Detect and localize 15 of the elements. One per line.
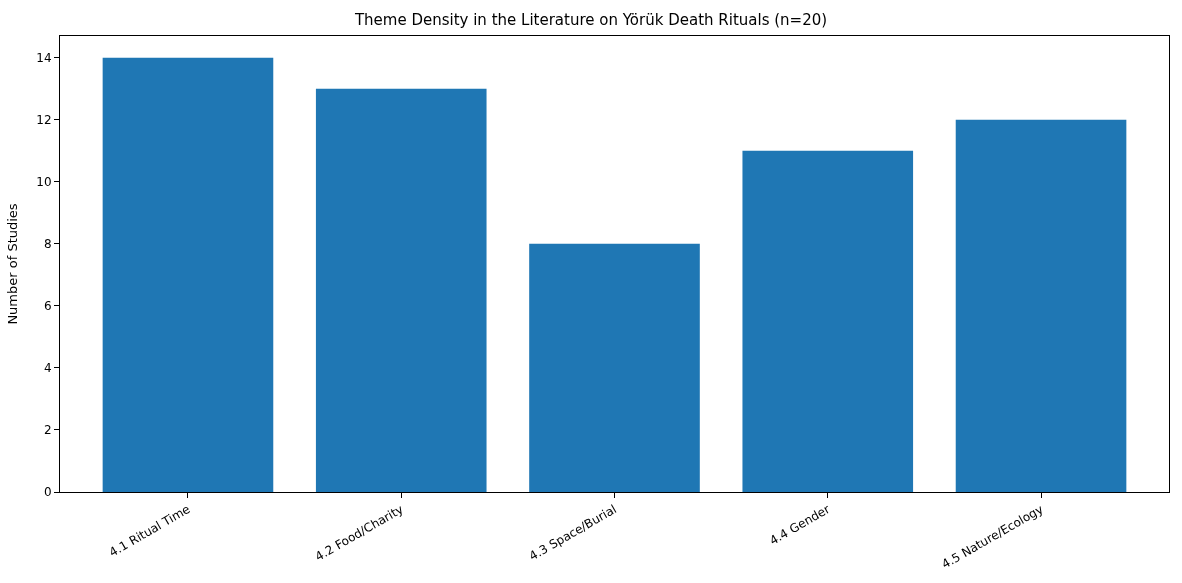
y-tick-label: 4 [43,361,52,376]
bar [102,57,274,492]
y-tick-label: 8 [43,237,52,252]
y-axis-title: Number of Studies [5,203,21,325]
y-tick-label: 6 [43,299,52,314]
y-tick-label: 0 [43,485,52,500]
chart-title: Theme Density in the Literature on Yörük Death Rituals (n=20) [353,11,828,30]
bar [742,150,914,492]
y-tick-label: 2 [43,423,52,438]
bar [955,119,1127,492]
bar [529,243,700,492]
y-tick-label: 14 [36,50,52,65]
y-tick-label: 10 [36,175,52,189]
y-tick-label: 12 [36,112,52,127]
bar [315,88,487,492]
